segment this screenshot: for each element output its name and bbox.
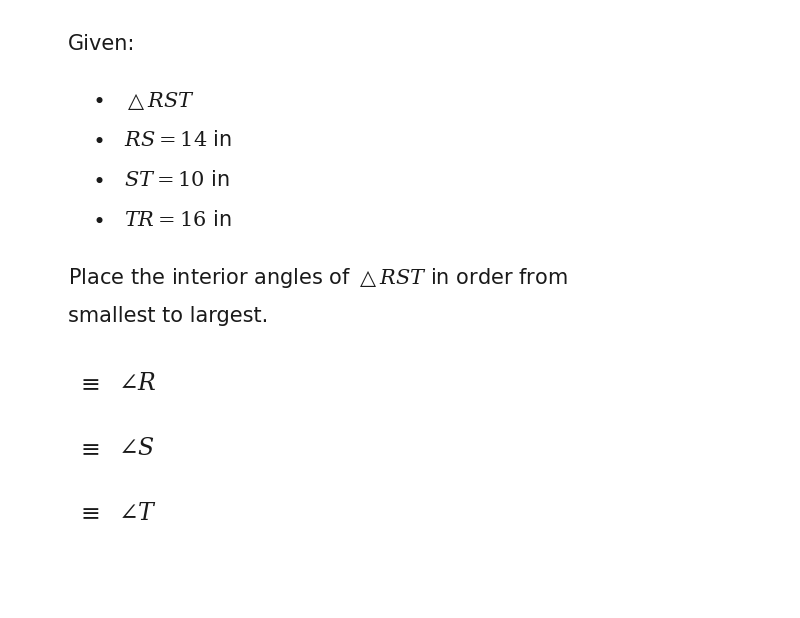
- Text: smallest to largest.: smallest to largest.: [68, 306, 268, 326]
- Text: $\angle R$: $\angle R$: [118, 371, 157, 395]
- Text: $\equiv$: $\equiv$: [76, 436, 100, 460]
- Text: $\bullet$: $\bullet$: [92, 170, 103, 190]
- Text: $\triangle RST$: $\triangle RST$: [124, 90, 195, 112]
- Text: $RS = 14$ in: $RS = 14$ in: [124, 130, 232, 150]
- Text: $ST = 10$ in: $ST = 10$ in: [124, 170, 230, 190]
- Text: Given:: Given:: [68, 34, 135, 54]
- Text: $TR = 16$ in: $TR = 16$ in: [124, 210, 231, 230]
- Text: $\bullet$: $\bullet$: [92, 210, 103, 230]
- Text: Place the interior angles of $\triangle RST$ in order from: Place the interior angles of $\triangle …: [68, 266, 568, 290]
- Text: $\equiv$: $\equiv$: [76, 371, 100, 395]
- Text: $\angle S$: $\angle S$: [118, 436, 155, 460]
- Text: $\bullet$: $\bullet$: [92, 90, 103, 109]
- Text: $\equiv$: $\equiv$: [76, 501, 100, 525]
- Text: $\bullet$: $\bullet$: [92, 130, 103, 150]
- Text: $\angle T$: $\angle T$: [118, 501, 158, 525]
